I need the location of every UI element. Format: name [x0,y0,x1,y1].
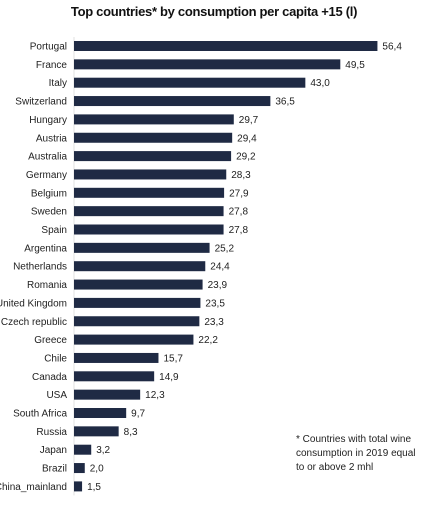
value-label: 15,7 [163,353,183,364]
bar [74,444,92,455]
category-label: Brazil [42,464,67,475]
category-label: Greece [34,335,67,346]
value-label: 1,5 [87,482,101,493]
value-label: 2,0 [90,464,104,475]
bar [74,187,225,198]
category-label: Romania [27,280,67,291]
category-label: Australia [28,152,67,163]
chart-title: Top countries* by consumption per capita… [70,4,358,19]
category-label: Austria [36,133,68,144]
value-label: 36,5 [275,97,295,108]
category-label: Hungary [29,115,67,126]
bar [74,77,306,88]
category-label: Germany [26,170,67,181]
bar [74,426,119,437]
value-label: 23,5 [205,298,225,309]
value-label: 27,8 [229,207,249,218]
bar [74,316,200,327]
value-label: 24,4 [210,262,230,273]
bar [74,59,341,70]
category-label: United Kingdom [0,298,67,309]
bar [74,41,378,51]
category-label: South Africa [13,409,67,420]
bar [74,389,141,400]
value-label: 3,2 [96,445,110,456]
bar [74,224,224,235]
category-label: Switzerland [15,97,67,108]
bar [74,206,224,217]
bar [74,371,155,382]
category-label: Czech republic [1,317,67,328]
bar [74,132,233,143]
bar [74,334,194,345]
category-label: Belgium [31,188,67,199]
category-label: USA [46,390,67,401]
value-label: 9,7 [131,409,145,420]
value-label: 12,3 [145,390,165,401]
value-label: 25,2 [215,243,235,254]
category-label: Japan [40,445,67,456]
category-label: Russia [36,427,67,438]
bar [74,481,83,492]
value-label: 29,4 [237,133,257,144]
bar [74,242,210,253]
value-label: 29,2 [236,152,256,163]
bar [74,279,203,290]
category-label: China_mainland [0,482,67,493]
bar [74,114,234,125]
category-label: Canada [32,372,67,383]
category-label: France [36,60,68,71]
value-label: 49,5 [345,60,365,71]
bar [74,408,127,418]
category-label: Netherlands [13,262,67,273]
category-label: Spain [41,225,67,236]
value-label: 27,9 [229,188,249,199]
value-label: 8,3 [124,427,138,438]
bar [74,352,159,363]
bar [74,96,271,107]
value-label: 14,9 [159,372,179,383]
value-label: 27,8 [229,225,249,236]
category-label: Sweden [31,207,67,218]
category-label: Portugal [30,42,67,53]
bar [74,151,232,162]
bar [74,297,201,308]
bar [74,169,227,180]
chart-footnote: * Countries with total wine consumption … [296,434,416,473]
value-label: 28,3 [231,170,251,181]
bar [74,463,85,474]
value-label: 29,7 [239,115,259,126]
value-label: 23,3 [204,317,224,328]
value-label: 22,2 [198,335,218,346]
category-label: Chile [44,353,67,364]
bar [74,261,206,272]
category-label: Argentina [24,243,67,254]
value-label: 43,0 [310,78,330,89]
value-label: 23,9 [208,280,228,291]
value-label: 56,4 [382,42,402,53]
category-label: Italy [49,78,67,89]
